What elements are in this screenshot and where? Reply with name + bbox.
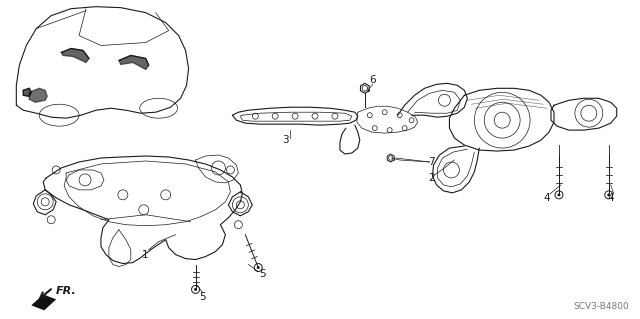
Text: 7: 7	[428, 157, 435, 167]
Polygon shape	[23, 88, 31, 96]
Text: 6: 6	[369, 75, 376, 85]
Circle shape	[257, 266, 260, 269]
Circle shape	[194, 288, 197, 291]
Polygon shape	[31, 294, 56, 310]
Text: FR.: FR.	[56, 286, 77, 296]
Polygon shape	[61, 48, 89, 63]
Text: 4: 4	[544, 193, 550, 203]
Text: SCV3-B4800: SCV3-B4800	[573, 302, 628, 311]
Text: 3: 3	[282, 135, 289, 145]
Text: 4: 4	[607, 193, 614, 203]
Circle shape	[607, 193, 610, 196]
Text: 1: 1	[142, 249, 148, 260]
Polygon shape	[29, 88, 47, 102]
Text: 2: 2	[428, 173, 435, 183]
Polygon shape	[119, 56, 148, 70]
Text: 5: 5	[199, 293, 206, 302]
Text: 5: 5	[259, 270, 266, 279]
Circle shape	[557, 193, 561, 196]
